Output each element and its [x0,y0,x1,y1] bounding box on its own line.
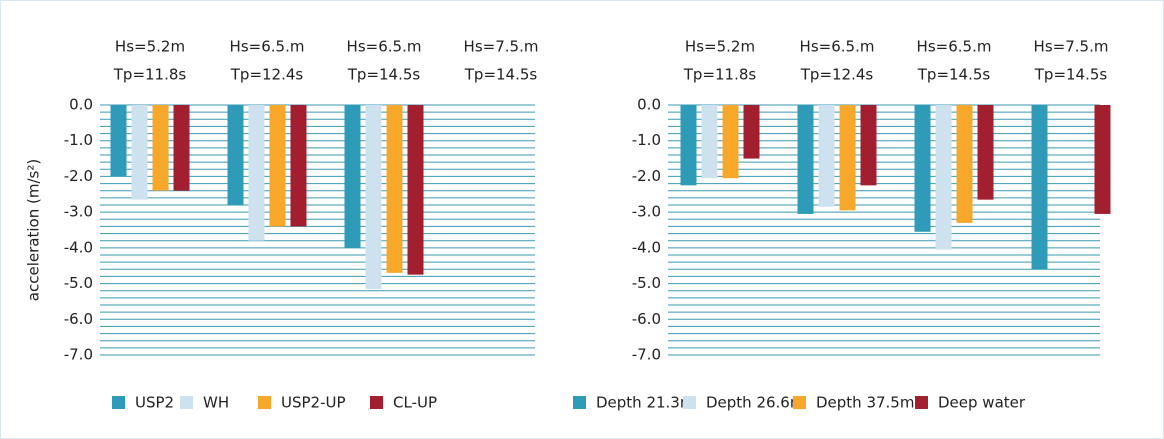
legend-label: Depth 37.5m [816,394,914,412]
category-label: Tp=12.4s [800,66,874,84]
bar [344,105,361,248]
y-tick-label: -2.0 [632,167,661,185]
y-tick-label: -5.0 [64,274,93,292]
legend-label: USP2 [135,394,174,412]
legend-label: WH [203,394,229,412]
bar [131,105,148,200]
y-tick-label: -3.0 [64,203,93,221]
y-tick-label: -4.0 [64,238,93,256]
category-label: Tp=14.5s [917,66,991,84]
legend-swatch [258,396,271,409]
legend-swatch [180,396,193,409]
category-label: Tp=11.8s [683,66,757,84]
bar [860,105,877,186]
category-label: Tp=14.5s [1034,66,1108,84]
category-label: Hs=6.5.m [917,38,992,56]
y-tick-label: -5.0 [632,274,661,292]
legend-label: CL-UP [393,394,437,412]
bar [977,105,994,200]
legend-swatch [573,396,586,409]
y-tick-label: -6.0 [632,310,661,328]
bar [1094,105,1111,214]
bar [680,105,697,186]
legend-label: Deep water [938,394,1026,412]
y-tick-label: -2.0 [64,167,93,185]
y-tick-label: -3.0 [632,203,661,221]
category-label: Tp=14.5s [347,66,421,84]
legend-label: USP2-UP [281,394,346,412]
bar [386,105,403,273]
legend-label: Depth 26.6m [706,394,804,412]
bar [1031,105,1048,270]
category-label: Hs=5.2m [115,38,185,56]
bar [365,105,382,289]
category-label: Hs=6.5.m [347,38,422,56]
bar [935,105,952,250]
bar [839,105,856,211]
category-label: Tp=11.8s [113,66,187,84]
bar [407,105,424,275]
bar [290,105,307,227]
legend-swatch [793,396,806,409]
category-label: Hs=7.5.m [1034,38,1109,56]
y-tick-label: -1.0 [64,131,93,149]
y-tick-label: 0.0 [637,96,661,114]
y-axis-label: acceleration (m/s²) [25,159,43,301]
bar [227,105,244,205]
legend-swatch [370,396,383,409]
legend-label: Depth 21.3m [596,394,694,412]
y-tick-label: -7.0 [64,346,93,364]
bar [956,105,973,223]
category-label: Hs=5.2m [685,38,755,56]
y-tick-label: -1.0 [632,131,661,149]
y-tick-label: -4.0 [632,238,661,256]
bar [743,105,760,159]
category-label: Tp=12.4s [230,66,304,84]
bar [722,105,739,179]
bar [797,105,814,214]
legend-swatch [683,396,696,409]
bar [269,105,286,227]
y-tick-label: -6.0 [64,310,93,328]
category-label: Tp=14.5s [464,66,538,84]
bar [110,105,127,177]
category-label: Hs=6.5.m [230,38,305,56]
bar [173,105,190,191]
bar [818,105,835,207]
y-tick-label: 0.0 [69,96,93,114]
legend-swatch [915,396,928,409]
bar [152,105,169,191]
category-label: Hs=7.5.m [464,38,539,56]
legend-swatch [112,396,125,409]
bar [701,105,718,179]
category-label: Hs=6.5.m [800,38,875,56]
bar [248,105,265,241]
bar [914,105,931,232]
y-tick-label: -7.0 [632,346,661,364]
